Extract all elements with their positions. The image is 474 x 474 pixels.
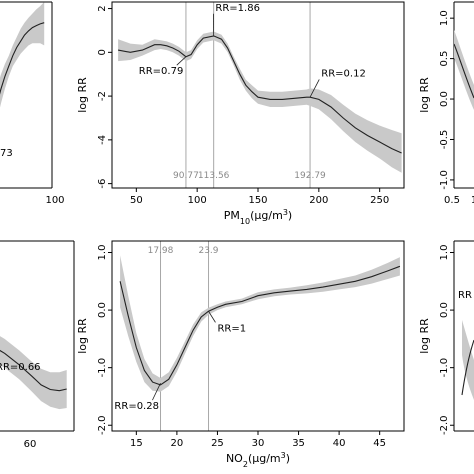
no2-x-axis-label-xlabel-sub: 2 [243,460,248,469]
no2-xtick-label-0: 15 [130,438,143,449]
pm10-x-axis-label-xlabel-main: PM [224,209,240,222]
no2-ytick-label-2: -1.0 [97,358,108,378]
top-right-plot-area [454,30,474,110]
no2-threshold-label-1: 23.9 [198,246,218,256]
pm10-xtick-label-1: 100 [188,195,207,206]
pm10-x-axis-label-xlabel-sub: 10 [240,217,250,226]
bottom-left-series-0-curve [0,349,67,392]
no2-ytick-label-1: 0.0 [97,302,108,318]
no2-plot-area [119,241,401,431]
top-right-partial-panel-y-axis-label: log RR [418,77,431,113]
no2-ytick-label-0: 1.0 [97,245,108,261]
no2-xtick-label-1: 20 [171,438,184,449]
no2-x-axis-label: NO2(µg/m3) [226,451,290,469]
pm10-series-0-curve [118,35,402,154]
pm10-x-axis-label-xlabel-sup: 3 [283,208,288,217]
top-right-partial-panel-ytick-label-0: 1.0 [439,10,450,26]
no2-x-axis-label-xlabel-main: NO [226,452,243,465]
bottom-right-partial-panel-ytick-label-0: 1.0 [439,245,450,261]
no2-threshold-label-0: 17.98 [148,246,174,256]
top-right-partial-panel-ytick-label-1: 0.5 [439,51,450,67]
no2-annotation-leader-0 [152,383,161,401]
pm10-x-axis-label-xlabel-unit: (µg/m [250,209,283,222]
no2-x-axis-label-xlabel-unit: (µg/m [248,452,281,465]
top-right-partial-panel-ytick-label-3: -0.5 [439,130,450,150]
no2-xtick-label-3: 30 [252,438,265,449]
no2-panel: RR=0.28 RR=1 17.98 23.9 15 20 25 30 35 40 45 1.0 0.0… [76,240,405,469]
pm10-panel: RR=1.86 RR=0.79 RR=0.12 90.77 113.56 192.79 50… [76,1,405,226]
pm10-annotation-leader-1 [176,56,187,66]
pm10-ytick-label-4: -6 [97,179,108,189]
pm10-ytick-label-2: -2 [97,91,108,101]
bottom-right-partial-panel-y-axis-label: log RR [418,318,431,354]
bottom-right-partial-panel-ytick-label-3: -2.0 [439,415,450,435]
pm10-plot-area [118,2,402,188]
no2-series-0-ci-band [120,255,400,392]
pm10-ytick-label-1: 0 [97,49,108,55]
top-left-xtick-label-0: 100 [45,195,64,206]
pm10-annotation-0: RR=1.86 [215,3,260,14]
pm10-threshold-label-2: 192.79 [294,171,326,181]
pm10-ytick-label-0: 2 [97,5,108,11]
bottom-right-curve [461,339,474,396]
pm10-ytick-label-3: -4 [97,135,108,145]
pm10-threshold-label-1: 113.56 [198,171,230,181]
bottom-left-series-0-ci-band [0,336,67,410]
no2-y-axis-label: log RR [76,318,89,354]
top-right-xtick-label-0: 0.5 [444,195,460,206]
top-right-curve [454,43,474,99]
pm10-annotation-1: RR=0.79 [139,66,184,77]
top-left-annotation-fragment: 73 [0,148,13,159]
bottom-right-partial-panel: 1.0 0.0 -1.0 -2.0 log RR RR [418,240,474,435]
bottom-right-plot-area [461,320,474,400]
pm10-x-axis-label: PM10(µg/m3) [224,208,292,226]
bottom-left-xtick-label-0: 60 [24,439,37,450]
pm10-y-axis-label: log RR [76,77,89,113]
top-right-partial-panel-ytick-label-2: 0.0 [439,91,450,107]
top-right-partial-panel-ytick-label-4: -1.0 [439,170,450,190]
no2-x-axis-label-xlabel-sup: 3 [281,451,286,460]
top-left-series-0-curve [0,22,45,95]
top-left-plot-area [0,2,45,108]
bottom-right-annotation-fragment: RR [458,290,472,301]
no2-xtick-label-4: 35 [292,438,305,449]
no2-xtick-label-6: 45 [373,438,386,449]
pm10-x-axis-label-xlabel-close: ) [288,209,292,222]
bottom-left-annotation: RR=0.66 [0,362,41,373]
no2-xtick-label-2: 25 [211,438,224,449]
no2-x-axis-label-xlabel-close: ) [286,452,290,465]
pm10-annotation-leader-2 [309,79,320,98]
pm10-xtick-label-0: 50 [130,195,143,206]
pm10-annotation-2: RR=0.12 [321,68,366,79]
top-left-series-0-ci-band [0,2,45,108]
no2-annotation-leader-1 [208,311,216,323]
top-right-partial-panel: 1.0 0.5 0.0 -0.5 -1.0 log RR 0.5 1 [418,1,474,206]
pm10-xtick-label-2: 150 [248,195,267,206]
no2-annotation-1: RR=1 [217,323,246,334]
bottom-left-partial-panel: RR=0.66 60 [0,240,75,450]
no2-series-0-curve [119,265,401,386]
bottom-left-plot-area [0,336,67,410]
pm10-series-0-ci-band [118,31,402,173]
no2-ytick-label-3: -2.0 [97,415,108,435]
no2-annotation-0: RR=0.28 [114,401,159,412]
bottom-right-partial-panel-ytick-label-1: 0.0 [439,302,450,318]
pm10-threshold-label-0: 90.77 [173,171,199,181]
bottom-right-partial-panel-ytick-label-2: -1.0 [439,358,450,378]
no2-xtick-label-5: 40 [333,438,346,449]
pm10-xtick-label-3: 200 [309,195,328,206]
pm10-xtick-label-4: 250 [370,195,389,206]
top-left-partial-panel: 73 100 [0,1,65,206]
top-right-xtick-label-1: 1 [471,195,474,206]
